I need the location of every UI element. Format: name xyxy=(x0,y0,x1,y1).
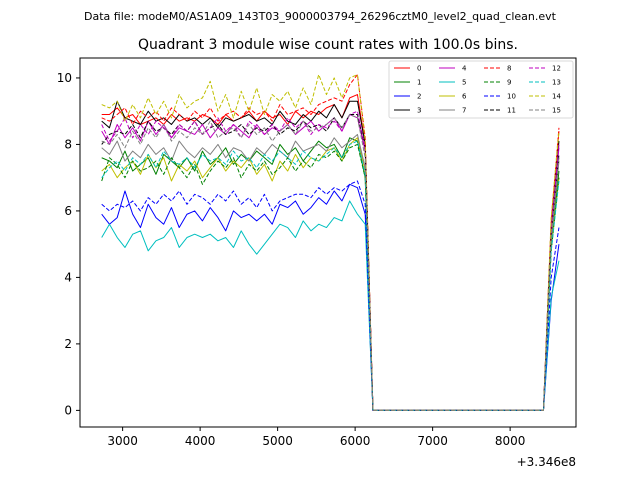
legend-label-3: 3 xyxy=(417,107,421,115)
x-tick-label: 6000 xyxy=(340,434,371,448)
x-tick-label: 5000 xyxy=(262,434,293,448)
legend-label-0: 0 xyxy=(417,65,421,73)
y-tick-label: 0 xyxy=(64,403,72,417)
y-tick-label: 4 xyxy=(64,270,72,284)
x-tick-label: 7000 xyxy=(417,434,448,448)
legend-label-5: 5 xyxy=(462,79,466,87)
legend-box xyxy=(388,60,574,119)
legend-label-4: 4 xyxy=(462,65,467,73)
legend-label-12: 12 xyxy=(552,65,561,73)
legend-label-8: 8 xyxy=(507,65,511,73)
y-tick-label: 6 xyxy=(64,204,72,218)
plot-area xyxy=(79,57,577,428)
x-tick-label: 3000 xyxy=(107,434,138,448)
legend-label-9: 9 xyxy=(507,79,511,87)
legend-label-13: 13 xyxy=(552,79,561,87)
y-tick-label: 2 xyxy=(64,337,72,351)
legend-label-2: 2 xyxy=(417,93,421,101)
chart-title: Quadrant 3 module wise count rates with … xyxy=(138,37,518,53)
y-tick-label: 8 xyxy=(64,137,72,151)
y-tick-label: 10 xyxy=(57,71,72,85)
legend-label-15: 15 xyxy=(552,107,561,115)
series-line-15 xyxy=(101,114,560,411)
x-offset-label: +3.346e8 xyxy=(517,455,576,469)
axis-ticks: 3000 4000 5000 6000 7000 8000 0 2 4 6 8 10 xyxy=(57,71,526,448)
legend-label-1: 1 xyxy=(417,79,421,87)
legend-label-6: 6 xyxy=(462,93,467,101)
legend-label-14: 14 xyxy=(552,93,561,101)
legend-label-7: 7 xyxy=(462,107,466,115)
x-tick-label: 8000 xyxy=(495,434,526,448)
legend-label-11: 11 xyxy=(507,107,516,115)
data-file-label: Data file: modeM0/AS1A09_143T03_90000037… xyxy=(84,10,557,23)
series-line-10 xyxy=(101,180,560,411)
legend-label-10: 10 xyxy=(507,93,516,101)
plot-lines xyxy=(101,74,560,411)
x-tick-label: 4000 xyxy=(185,434,216,448)
